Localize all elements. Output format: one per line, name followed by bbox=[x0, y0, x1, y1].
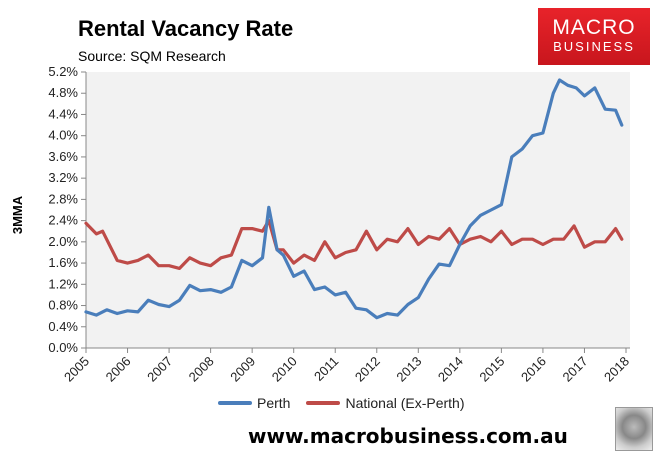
footer-website-url: www.macrobusiness.com.au bbox=[248, 424, 568, 448]
y-axis-label: 3MMA bbox=[10, 195, 25, 234]
y-axis: 0.0% 0.4% 0.8% 1.2% 1.6% 2.0% 2.4% 2.8% 3.2% 3.6%… bbox=[48, 64, 87, 355]
legend-label-national: National (Ex-Perth) bbox=[345, 395, 465, 411]
y-tick-label: 4.4% bbox=[48, 106, 78, 121]
y-tick-label: 1.6% bbox=[48, 255, 78, 270]
legend: Perth National (Ex-Perth) bbox=[218, 395, 475, 411]
y-tick-label: 5.2% bbox=[48, 64, 78, 79]
x-tick-label: 2012 bbox=[352, 354, 383, 385]
x-tick-label: 2016 bbox=[518, 354, 549, 385]
x-tick-label: 2014 bbox=[435, 354, 466, 385]
x-tick-label: 2007 bbox=[144, 354, 175, 385]
series-line-perth bbox=[84, 78, 624, 320]
legend-swatch-national bbox=[306, 401, 341, 405]
y-tick-label: 0.4% bbox=[48, 319, 78, 334]
y-tick-label: 1.2% bbox=[48, 276, 78, 291]
x-tick-label: 2006 bbox=[103, 354, 134, 385]
legend-item-perth: Perth bbox=[218, 395, 290, 411]
y-tick-label: 2.4% bbox=[48, 213, 78, 228]
y-tick-label: 2.8% bbox=[48, 191, 78, 206]
x-tick-label: 2017 bbox=[560, 354, 591, 385]
x-tick-label: 2015 bbox=[476, 354, 507, 385]
legend-label-perth: Perth bbox=[257, 395, 291, 411]
logo-line-2: BUSINESS bbox=[553, 39, 635, 54]
series-line-national bbox=[84, 219, 624, 270]
y-tick-label: 0.0% bbox=[48, 340, 78, 355]
x-tick-label: 2009 bbox=[227, 354, 258, 385]
y-tick-label: 3.6% bbox=[48, 149, 78, 164]
x-axis: 2005 2006 2007 2008 2009 2010 2011 2012 2013 2014… bbox=[61, 347, 632, 385]
y-tick-label: 3.2% bbox=[48, 170, 78, 185]
chart-subtitle: Source: SQM Research bbox=[78, 48, 226, 64]
x-tick-label: 2008 bbox=[186, 354, 217, 385]
chart-title: Rental Vacancy Rate bbox=[78, 16, 294, 41]
x-tick-label: 2010 bbox=[269, 354, 300, 385]
y-tick-label: 4.8% bbox=[48, 85, 78, 100]
y-tick-label: 4.0% bbox=[48, 128, 78, 143]
series-lines bbox=[84, 78, 624, 320]
macrobusiness-logo: MACRO BUSINESS bbox=[538, 8, 650, 65]
x-tick-label: 2005 bbox=[61, 354, 92, 385]
wolf-logo-icon bbox=[615, 407, 653, 451]
logo-line-1: MACRO bbox=[552, 16, 636, 39]
y-tick-label: 2.0% bbox=[48, 234, 78, 249]
x-tick-label: 2018 bbox=[601, 354, 632, 385]
legend-swatch-perth bbox=[218, 401, 252, 405]
y-tick-label: 0.8% bbox=[48, 298, 78, 313]
x-tick-label: 2013 bbox=[393, 354, 424, 385]
x-tick-label: 2011 bbox=[311, 354, 341, 384]
legend-item-national: National (Ex-Perth) bbox=[306, 395, 465, 411]
